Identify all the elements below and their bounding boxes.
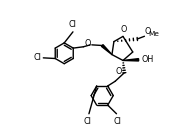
Text: O: O <box>120 25 127 34</box>
Text: Me: Me <box>148 31 159 37</box>
Polygon shape <box>101 45 112 55</box>
Text: OH: OH <box>142 55 154 64</box>
Text: Cl: Cl <box>34 53 41 62</box>
Polygon shape <box>123 59 139 61</box>
Text: Cl: Cl <box>84 117 92 126</box>
Text: Cl: Cl <box>68 20 76 29</box>
Text: Cl: Cl <box>114 117 122 126</box>
Text: O: O <box>84 39 90 48</box>
Text: O: O <box>116 67 122 76</box>
Text: O: O <box>145 27 151 36</box>
